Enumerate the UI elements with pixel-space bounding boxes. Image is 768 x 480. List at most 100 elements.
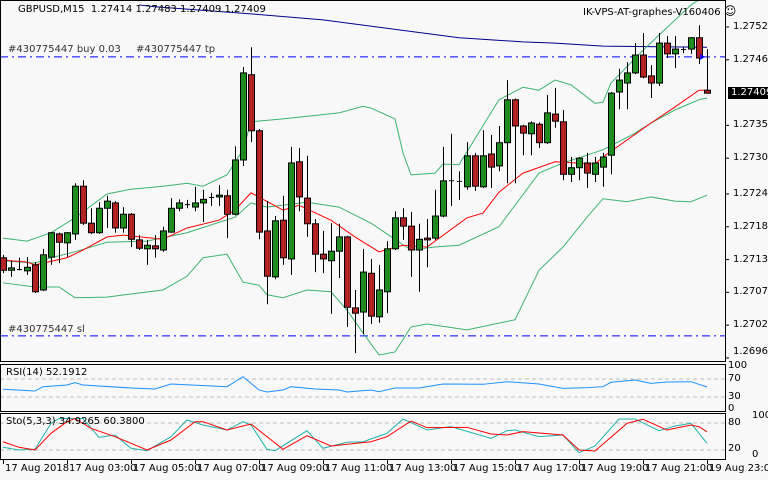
candle bbox=[608, 91, 615, 175]
candle-body bbox=[336, 236, 343, 252]
candle bbox=[648, 65, 655, 98]
candle-body bbox=[440, 180, 447, 217]
candle bbox=[592, 156, 599, 183]
candle-body bbox=[608, 92, 615, 156]
candle bbox=[640, 32, 647, 79]
rsi-line bbox=[2, 376, 708, 393]
candle-body bbox=[112, 202, 119, 229]
candle bbox=[457, 171, 462, 200]
candle-body bbox=[280, 219, 287, 259]
candle bbox=[440, 146, 447, 218]
candle-body bbox=[40, 254, 47, 291]
time-label: 17 Aug 17:00 bbox=[517, 463, 585, 474]
candle bbox=[320, 230, 327, 274]
candle bbox=[464, 142, 471, 190]
candle bbox=[232, 146, 239, 216]
candle bbox=[144, 239, 151, 265]
candle-body bbox=[632, 54, 639, 74]
order-arrow-icon bbox=[700, 53, 705, 60]
rsi-axis-label: 30 bbox=[728, 391, 741, 402]
candle bbox=[416, 223, 423, 292]
candle-body bbox=[32, 264, 39, 293]
candle-body bbox=[232, 159, 239, 215]
candle bbox=[48, 232, 55, 265]
candle bbox=[424, 219, 431, 268]
candle-body bbox=[592, 162, 599, 175]
candle-body bbox=[144, 244, 151, 250]
candle bbox=[392, 211, 399, 251]
candle bbox=[224, 189, 231, 239]
price-label: 1.27300 bbox=[733, 152, 768, 164]
candle bbox=[576, 156, 583, 181]
candle-body bbox=[152, 245, 159, 250]
candle bbox=[8, 260, 15, 277]
candle-body bbox=[120, 213, 127, 229]
candle-body bbox=[304, 197, 311, 225]
candle-body bbox=[416, 238, 423, 251]
candle-body bbox=[576, 157, 583, 169]
candle bbox=[520, 124, 527, 156]
panel-frame bbox=[0, 364, 726, 412]
slow-moving-average-line bbox=[138, 4, 708, 48]
price-label: 1.27185 bbox=[733, 220, 768, 232]
candle-body bbox=[704, 89, 711, 94]
candle bbox=[472, 152, 479, 191]
candle-body bbox=[480, 155, 487, 188]
candle bbox=[568, 156, 575, 183]
candle-body bbox=[656, 42, 663, 84]
rsi-axis-label: 70 bbox=[728, 373, 741, 384]
time-label: 17 Aug 15:00 bbox=[453, 463, 521, 474]
buy-order-label: #430775447 buy 0.03 bbox=[8, 44, 121, 55]
candle bbox=[256, 128, 263, 240]
candle-body bbox=[408, 225, 415, 251]
candle-body bbox=[200, 198, 207, 204]
candle-body bbox=[552, 113, 559, 122]
candle-body bbox=[80, 185, 87, 224]
candle bbox=[552, 87, 559, 128]
candle bbox=[56, 232, 63, 264]
candle bbox=[400, 208, 407, 240]
rsi-axis-label: 0 bbox=[728, 403, 735, 414]
sto-title: Sto(5,3,3) 34.9265 60.3800 bbox=[6, 416, 145, 427]
candle-body bbox=[536, 123, 543, 144]
candle bbox=[128, 213, 135, 248]
ohlc-readout: 1.27414 1.27483 1.27409 1.27409 bbox=[90, 4, 266, 15]
rsi-title: RSI(14) 52.1912 bbox=[6, 367, 88, 378]
candle-body bbox=[392, 217, 399, 250]
candle bbox=[80, 180, 87, 225]
sto-axis-label: 80 bbox=[728, 417, 741, 428]
candle-body bbox=[88, 222, 95, 234]
candle bbox=[528, 121, 535, 156]
candle-body bbox=[312, 223, 319, 255]
candle bbox=[696, 25, 703, 64]
candle bbox=[64, 232, 71, 258]
candle-body bbox=[256, 130, 263, 233]
sto-axis-label: 100 bbox=[752, 410, 768, 421]
candle bbox=[32, 261, 39, 293]
time-label: 17 Aug 03:00 bbox=[69, 463, 137, 474]
candle bbox=[240, 66, 247, 166]
candle bbox=[160, 226, 167, 252]
candle bbox=[616, 68, 623, 110]
candle bbox=[496, 125, 503, 172]
time-label: 17 Aug 05:00 bbox=[133, 463, 201, 474]
candle bbox=[312, 219, 319, 273]
candle bbox=[488, 134, 495, 189]
candle-body bbox=[192, 202, 199, 208]
current-price-tag: 1.27409 bbox=[728, 87, 768, 100]
candle bbox=[368, 258, 375, 324]
candle bbox=[376, 264, 383, 323]
candle-body bbox=[688, 37, 695, 50]
candle bbox=[112, 201, 119, 233]
candle-body bbox=[400, 217, 407, 227]
candle-body bbox=[432, 215, 439, 239]
expert-label: IK-VPS-AT-graphes-V160406 ☺ bbox=[583, 5, 736, 19]
smiley-icon[interactable]: ☺ bbox=[723, 4, 737, 18]
candle-body bbox=[672, 48, 679, 55]
candle bbox=[136, 235, 143, 251]
panel-frame bbox=[0, 413, 726, 460]
time-label: 17 Aug 13:00 bbox=[389, 463, 457, 474]
candle bbox=[288, 146, 295, 276]
candle-body bbox=[264, 230, 271, 277]
